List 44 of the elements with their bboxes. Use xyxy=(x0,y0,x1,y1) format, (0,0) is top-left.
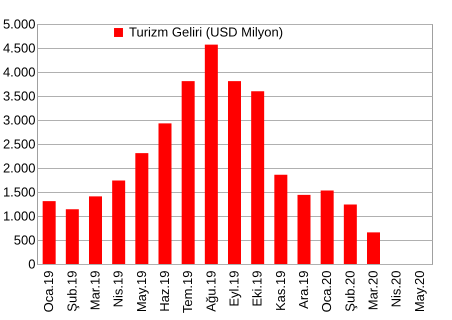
y-tick-label: 1.000 xyxy=(2,208,36,224)
x-tick-label: Nis.20 xyxy=(388,270,404,308)
x-tick-label: Eki.19 xyxy=(250,270,265,307)
bar xyxy=(367,232,380,264)
bar xyxy=(42,201,56,264)
y-tick-label: 4.500 xyxy=(2,40,36,56)
x-tick-label: Şub.19 xyxy=(64,270,80,312)
x-tick-label: Şub.20 xyxy=(342,270,358,312)
x-tick-label: May.20 xyxy=(412,270,427,312)
x-tick-label: Kas.19 xyxy=(272,270,288,311)
bar xyxy=(344,204,357,264)
y-tick-label: 2.000 xyxy=(2,160,36,176)
x-tick-label: Mar.20 xyxy=(366,270,381,310)
y-tick-label: 3.000 xyxy=(2,112,36,128)
y-tick-label: 0 xyxy=(28,256,36,272)
x-tick-label: Ağu.19 xyxy=(203,270,218,312)
bar xyxy=(66,209,79,264)
y-tick-label: 2.500 xyxy=(2,136,36,152)
x-tick-label: Haz.19 xyxy=(157,270,172,312)
x-tick-label: May.19 xyxy=(134,270,149,312)
x-tick-label: Oca.19 xyxy=(41,270,56,312)
bar xyxy=(158,123,172,264)
y-tick-label: 5.000 xyxy=(2,16,36,32)
x-tick-label: Oca.20 xyxy=(319,270,334,312)
bar xyxy=(182,81,195,264)
bar xyxy=(112,180,126,264)
legend-label: Turizm Geliri (USD Milyon) xyxy=(129,24,284,40)
x-tick-label: Mar.19 xyxy=(87,270,102,310)
x-tick-label: Ara.19 xyxy=(296,270,311,309)
bar xyxy=(204,44,218,264)
y-tick-label: 4.000 xyxy=(2,64,36,80)
bar xyxy=(274,174,288,264)
x-tick-label: Tem.19 xyxy=(180,270,196,314)
y-tick-label: 3.500 xyxy=(2,88,36,104)
x-tick-label: Eyl.19 xyxy=(226,270,242,307)
x-tick-label: Nis.19 xyxy=(110,270,126,308)
bar xyxy=(251,91,264,264)
bar xyxy=(135,153,148,264)
bar xyxy=(298,194,310,264)
y-tick-label: 500 xyxy=(14,232,36,248)
bar xyxy=(320,190,334,264)
y-tick-label: 1.500 xyxy=(2,184,36,200)
bar xyxy=(228,81,241,264)
bar xyxy=(88,196,102,264)
